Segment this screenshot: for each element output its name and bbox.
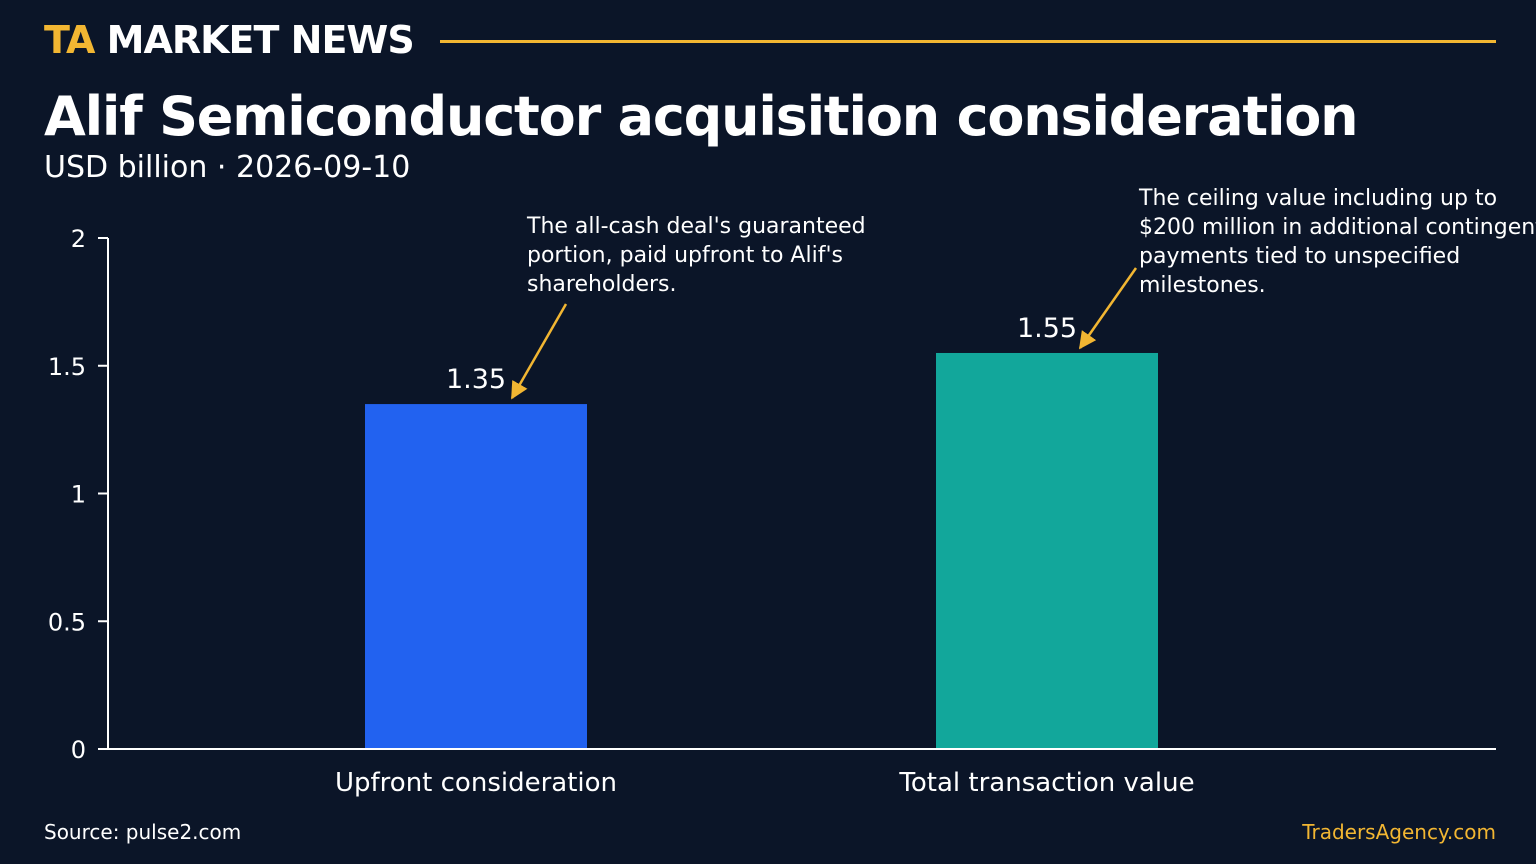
annotation-line: The all-cash deal's guaranteed <box>526 214 866 239</box>
annotation-text: The all-cash deal's guaranteed portion, p… <box>526 214 866 297</box>
annotation-line: The ceiling value including up to <box>1138 186 1497 211</box>
chart-title: Alif Semiconductor acquisition considera… <box>44 85 1359 148</box>
annotation-line: $200 million in additional contingent <box>1139 215 1536 240</box>
annotation-line: shareholders. <box>527 272 677 297</box>
value-label: 1.55 <box>1017 313 1077 344</box>
category-label: Total transaction value <box>898 768 1194 798</box>
annotation-line: payments tied to unspecified <box>1139 244 1460 269</box>
y-tick-label: 0 <box>71 736 86 764</box>
bar <box>936 352 1158 749</box>
y-tick-label: 1.5 <box>48 353 86 381</box>
annotation-line: milestones. <box>1139 273 1266 298</box>
annotation-arrow <box>510 303 568 400</box>
y-tick-label: 0.5 <box>48 608 86 636</box>
brand-logo: TA MARKET NEWS <box>44 14 415 66</box>
credit-link[interactable]: TradersAgency.com <box>1302 820 1496 844</box>
annotation-line: portion, paid upfront to Alif's <box>527 243 843 268</box>
brand-name: MARKET NEWS <box>106 18 415 62</box>
y-tick-label: 2 <box>71 225 86 253</box>
y-tick-label: 1 <box>71 481 86 509</box>
header-rule <box>440 40 1496 43</box>
annotation-text: The ceiling value including up to $200 mi… <box>1138 186 1536 298</box>
category-label: Upfront consideration <box>335 768 617 798</box>
brand-accent: TA <box>44 18 95 62</box>
chart-subtitle: USD billion · 2026-09-10 <box>44 150 411 185</box>
annotation-arrow <box>1078 267 1138 350</box>
value-label: 1.35 <box>446 364 506 395</box>
bar <box>365 404 587 749</box>
source-note: Source: pulse2.com <box>44 820 242 844</box>
